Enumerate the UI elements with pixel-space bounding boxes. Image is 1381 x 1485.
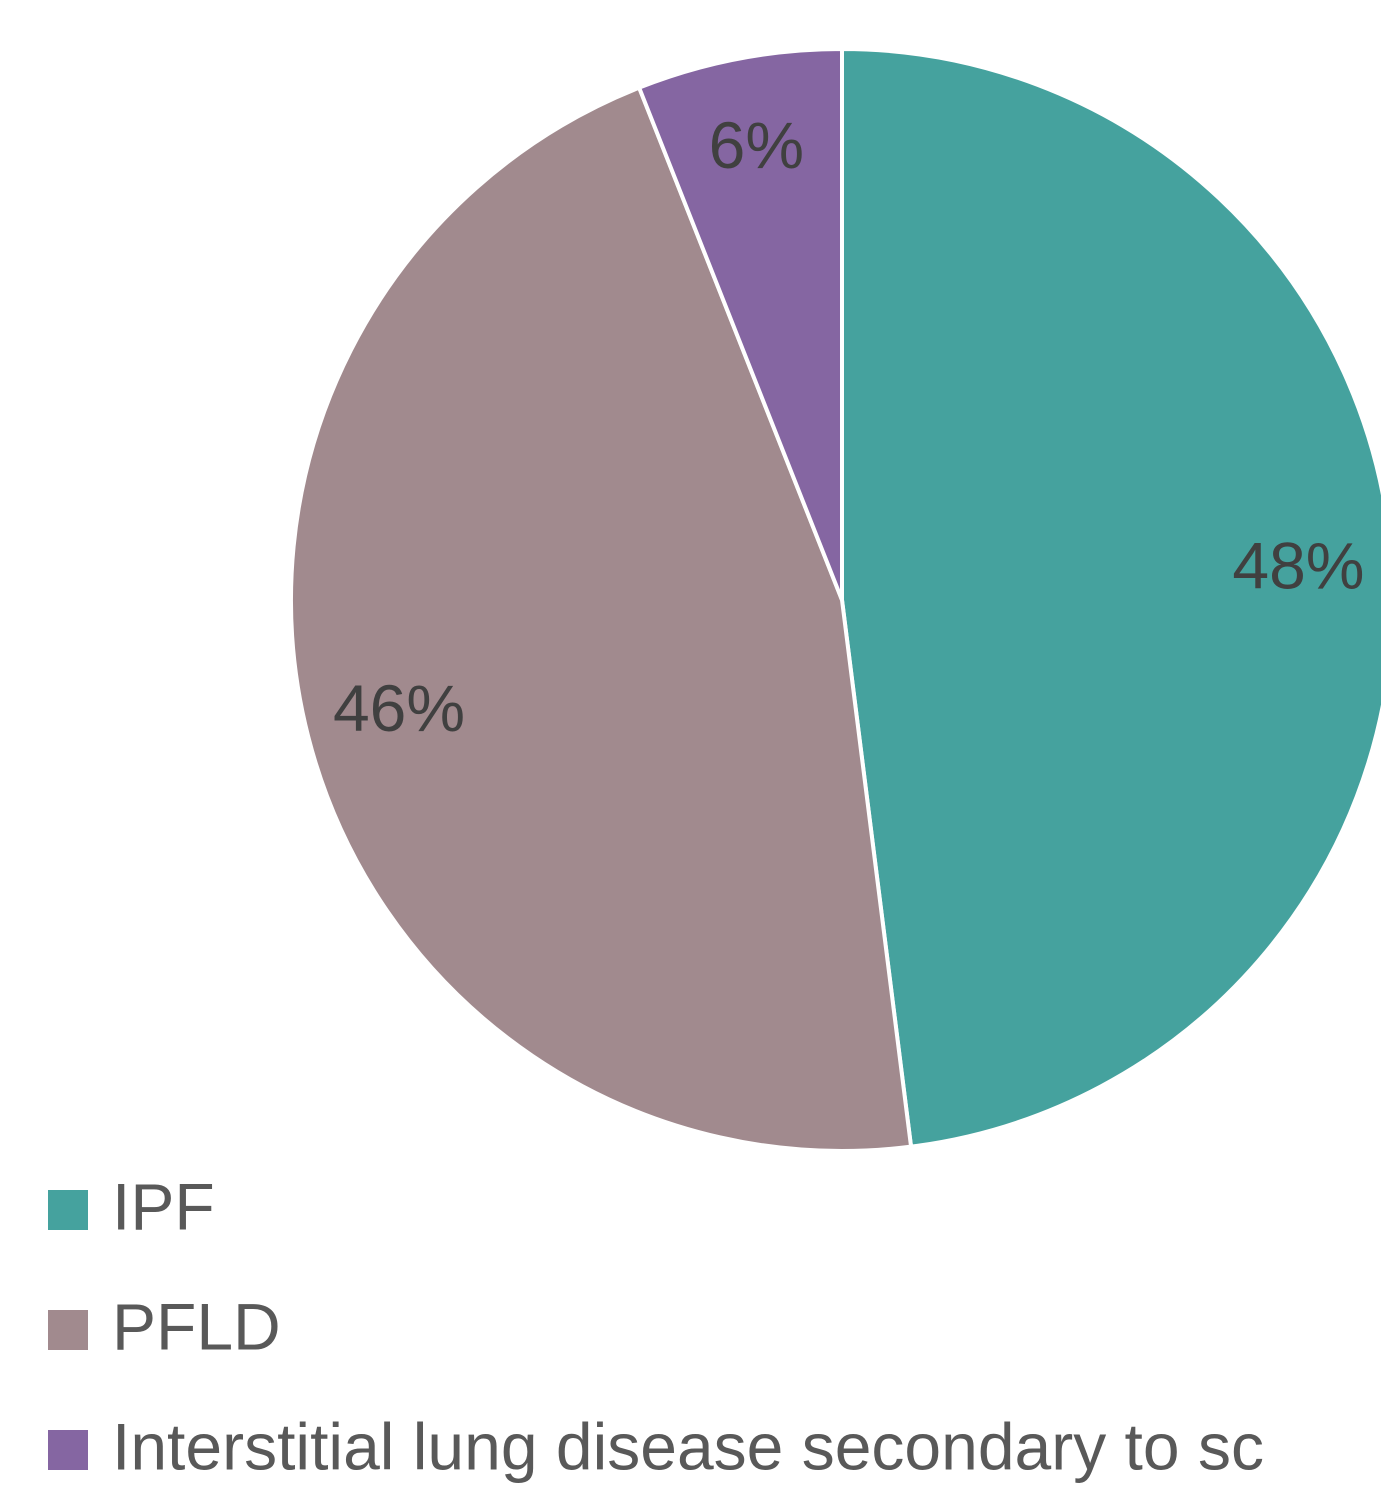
legend-swatch <box>48 1430 88 1470</box>
pie-slice <box>288 85 914 1153</box>
legend-label: PFLD <box>112 1289 281 1363</box>
data-label: 46% <box>333 671 465 745</box>
pie-slice <box>636 46 844 601</box>
data-label: 48% <box>1232 529 1364 603</box>
data-label: 6% <box>709 108 804 182</box>
pie-slice <box>840 46 1381 1149</box>
legend-swatch <box>48 1190 88 1230</box>
legend-label: Interstitial lung disease secondary to s… <box>112 1409 1264 1483</box>
legend-label: IPF <box>112 1169 215 1243</box>
legend-swatch <box>48 1310 88 1350</box>
